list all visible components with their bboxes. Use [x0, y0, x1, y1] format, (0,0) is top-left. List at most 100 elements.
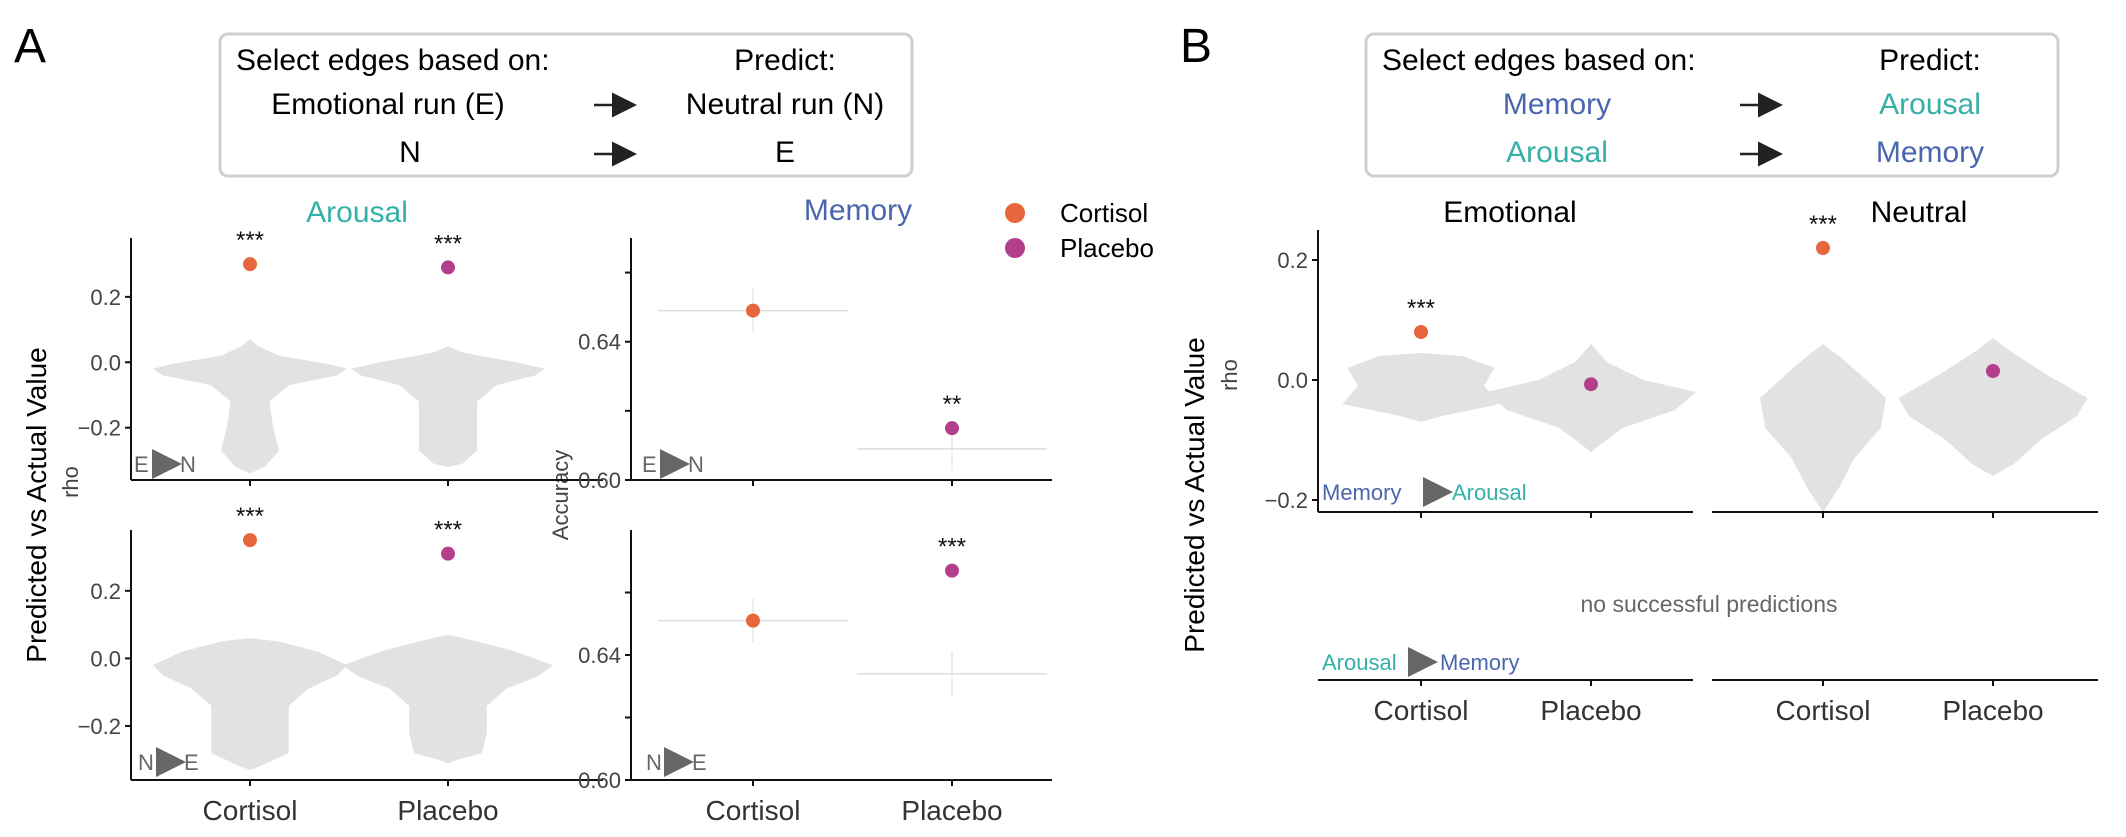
- facet-emotional-title: Emotional: [1443, 196, 1576, 229]
- y-tick-label: 0.64: [578, 643, 621, 668]
- box-a-header-left: Select edges based on:: [236, 44, 550, 77]
- memory-title: Memory: [804, 194, 912, 227]
- y-tick-label: −0.2: [78, 714, 121, 739]
- point-cortisol: [746, 303, 760, 318]
- null-violin-cortisol: [153, 638, 347, 770]
- point-placebo: [945, 421, 959, 436]
- panel-a-ylabel-outer: Predicted vs Actual Value: [21, 347, 52, 662]
- x-tick-label: Cortisol: [1374, 695, 1469, 726]
- subplot-arousal-e-to-n: 0.2 0.0 −0.2 *** *** E N: [78, 227, 603, 486]
- point-cortisol: [243, 533, 257, 548]
- box-b-row2-from: Arousal: [1506, 136, 1608, 169]
- panel-a-letter: A: [14, 20, 46, 73]
- legend-cortisol-dot: [1005, 203, 1025, 223]
- legend-cortisol-label: Cortisol: [1060, 198, 1148, 228]
- panel-a-legend: Cortisol Placebo: [1005, 198, 1154, 263]
- subplot-memory-e-to-n: 0.64 0.60 ** E N: [578, 238, 1052, 493]
- point-cortisol: [1816, 241, 1830, 255]
- significance-cortisol: ***: [236, 227, 264, 254]
- point-placebo: [1986, 364, 2000, 378]
- y-tick-label: 0.2: [1277, 248, 1308, 273]
- subplot-b-emotional: 0.2 0.0 −0.2 ***: [1265, 230, 1696, 518]
- b-row1-label-from: Memory: [1322, 480, 1401, 505]
- y-tick-label: 0.2: [90, 285, 121, 310]
- legend-placebo-dot: [1005, 238, 1025, 258]
- x-tick-label: Cortisol: [1776, 695, 1871, 726]
- box-a-row1-to: Neutral run (N): [686, 88, 884, 121]
- corner-label-from: N: [138, 750, 154, 775]
- box-a-row2-from: N: [399, 136, 421, 169]
- panel-a-ylabel-accuracy: Accuracy: [548, 450, 573, 540]
- panel-a-legend-box: Select edges based on: Predict: Emotiona…: [218, 32, 914, 178]
- null-violin-cortisol: [1760, 344, 1886, 512]
- box-a-header-right: Predict:: [734, 44, 836, 77]
- panel-b-ylabel-rho: rho: [1217, 359, 1242, 391]
- y-tick-label: −0.2: [78, 416, 121, 441]
- null-violin-placebo: [343, 634, 553, 764]
- y-tick-label: 0.0: [1277, 368, 1308, 393]
- panel-b-letter: B: [1180, 20, 1212, 73]
- point-placebo: [441, 546, 455, 561]
- point-placebo: [1584, 377, 1598, 392]
- y-tick-label: 0.0: [90, 646, 121, 671]
- b-row2-label-to: Memory: [1440, 650, 1519, 675]
- corner-label-from: E: [642, 452, 657, 477]
- null-violin-placebo: [1486, 344, 1696, 452]
- panel-a-ylabel-rho: rho: [58, 466, 83, 498]
- corner-label-to: N: [180, 452, 196, 477]
- arousal-title: Arousal: [306, 196, 408, 229]
- panel-b-legend-box: Select edges based on: Predict: Memory A…: [1364, 32, 2060, 178]
- corner-label-to: E: [692, 750, 707, 775]
- box-b-row1-to: Arousal: [1879, 88, 1981, 121]
- point-cortisol: [243, 257, 257, 272]
- point-placebo: [441, 260, 455, 275]
- point-cortisol: [746, 613, 760, 628]
- corner-label-to: N: [688, 452, 704, 477]
- significance-cortisol: ***: [1809, 211, 1837, 238]
- x-tick-label: Cortisol: [706, 795, 801, 826]
- significance-placebo: ***: [434, 230, 462, 257]
- null-violin-placebo: [1898, 338, 2088, 476]
- significance-cortisol: ***: [1407, 295, 1435, 322]
- y-tick-label: −0.2: [1265, 488, 1308, 513]
- point-cortisol: [1414, 325, 1428, 339]
- y-tick-label: 0.2: [90, 579, 121, 604]
- b-row1-label-to: Arousal: [1452, 480, 1527, 505]
- box-a-row1-from: Emotional run (E): [271, 88, 504, 121]
- y-tick-label: 0.60: [578, 468, 621, 493]
- null-violin-placebo: [351, 345, 545, 467]
- corner-label-to: E: [184, 750, 199, 775]
- x-tick-label: Placebo: [901, 795, 1002, 826]
- corner-label-from: N: [646, 750, 662, 775]
- subplot-b-neutral: ***: [1712, 211, 2098, 518]
- significance-cortisol: ***: [236, 503, 264, 530]
- subplot-b-row2: Arousal Memory Cortisol Placebo Cortisol Pl…: [1318, 647, 2098, 726]
- box-b-row1-from: Memory: [1503, 88, 1611, 121]
- null-violin-cortisol: [1342, 353, 1500, 422]
- point-placebo: [945, 563, 959, 578]
- y-tick-label: 0.60: [578, 768, 621, 793]
- x-tick-label: Placebo: [1942, 695, 2043, 726]
- y-tick-label: 0.64: [578, 330, 621, 355]
- box-a-row2-to: E: [775, 136, 795, 169]
- panel-b-ylabel-outer: Predicted vs Actual Value: [1179, 337, 1210, 652]
- box-b-header-left: Select edges based on:: [1382, 44, 1696, 77]
- b-row2-label-from: Arousal: [1322, 650, 1397, 675]
- significance-placebo: **: [943, 391, 962, 418]
- box-b-row2-to: Memory: [1876, 136, 1984, 169]
- significance-placebo: ***: [938, 534, 966, 561]
- significance-placebo: ***: [434, 517, 462, 544]
- null-violin-cortisol: [153, 339, 347, 474]
- corner-label-from: E: [134, 452, 149, 477]
- box-b-header-right: Predict:: [1879, 44, 1981, 77]
- y-tick-label: 0.0: [90, 350, 121, 375]
- legend-placebo-label: Placebo: [1060, 233, 1154, 263]
- subplot-memory-n-to-e: 0.64 0.60 Cortisol Placebo *** N E: [578, 530, 1052, 826]
- facet-neutral-title: Neutral: [1871, 196, 1968, 229]
- x-tick-label: Cortisol: [203, 795, 298, 826]
- b-row1-label: Memory Arousal: [1322, 477, 1527, 507]
- x-tick-label: Placebo: [397, 795, 498, 826]
- x-tick-label: Placebo: [1540, 695, 1641, 726]
- no-successful-predictions: no successful predictions: [1581, 591, 1838, 617]
